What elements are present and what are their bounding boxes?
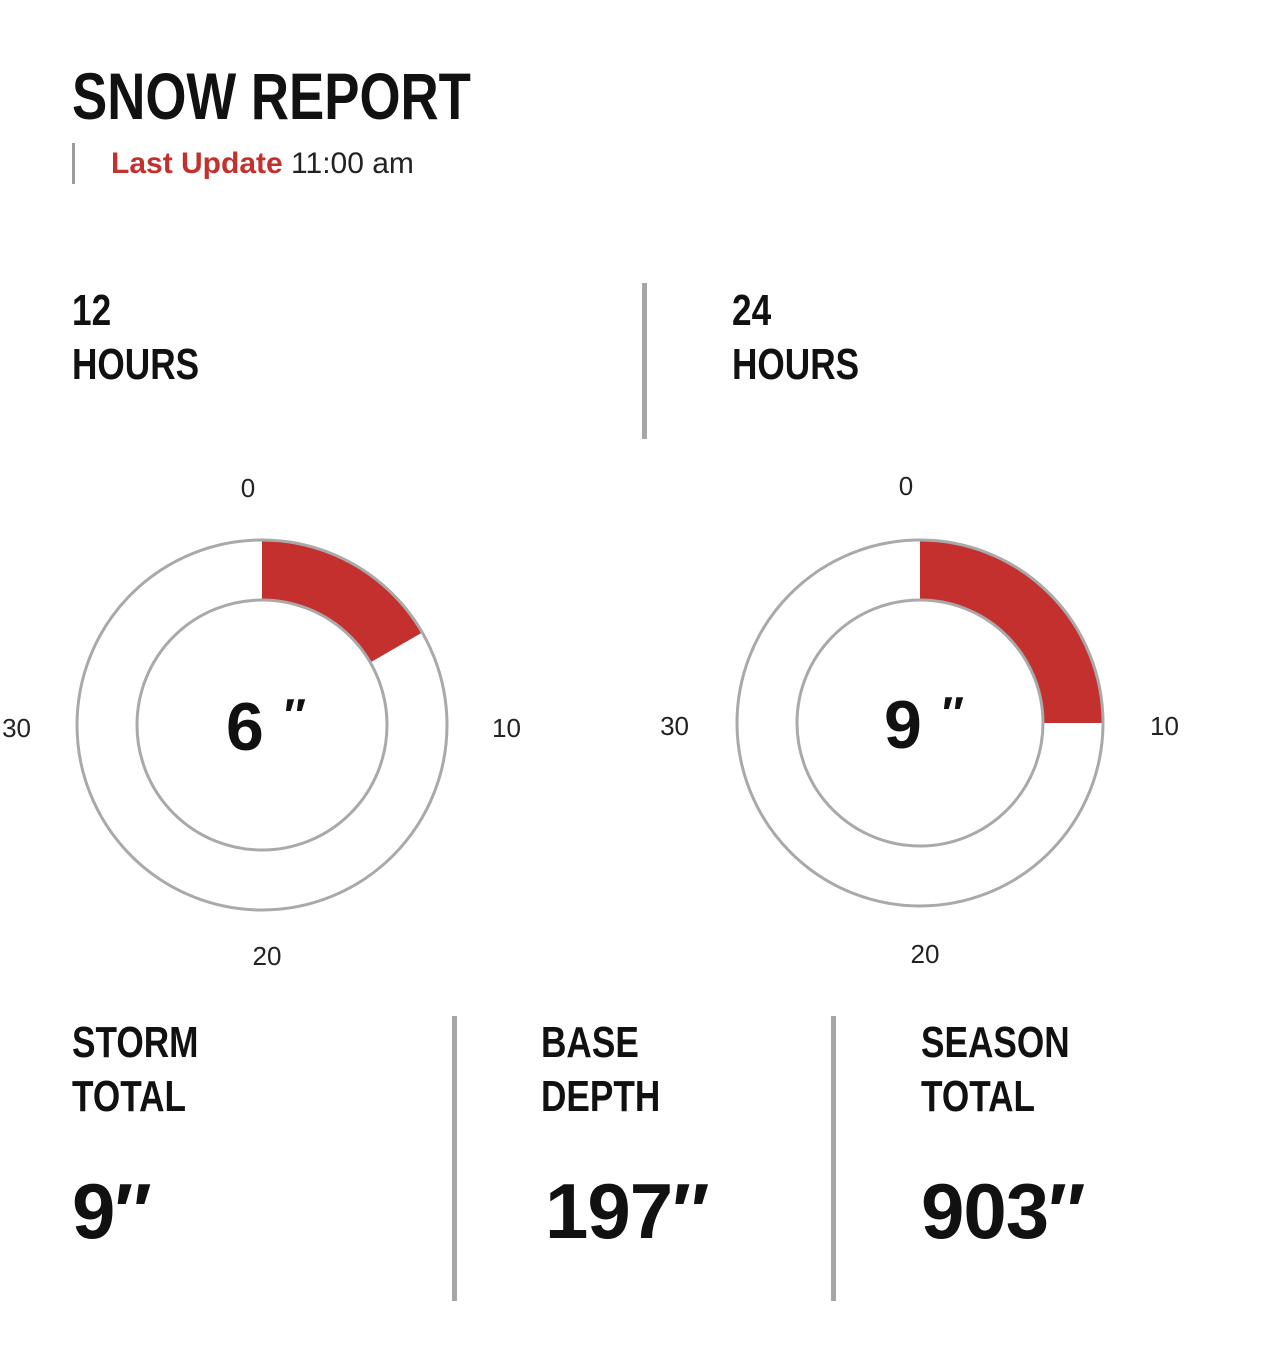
gauge-tick-label: 20 <box>911 939 940 969</box>
stat-divider <box>831 1016 836 1301</box>
stat-heading-line: TOTAL <box>921 1072 1036 1121</box>
stat-heading-line: STORM <box>72 1018 199 1067</box>
gauge-24-hours: 0 10 20 30 9 ″ <box>660 471 1179 969</box>
stat-heading-line: TOTAL <box>72 1072 187 1121</box>
gauge-tick-label: 30 <box>2 713 31 743</box>
stat-value-storm-total: 9″ <box>72 1167 152 1255</box>
last-update-label: Last Update <box>111 147 283 180</box>
stat-value-season-total: 903″ <box>921 1167 1086 1255</box>
stat-heading-storm-total: STORM TOTAL <box>72 1016 198 1124</box>
gauge-12-hours: 0 10 20 30 6 ″ <box>2 473 521 971</box>
gauge-fill-segment <box>262 540 423 663</box>
stat-heading-season-total: SEASON TOTAL <box>921 1016 1070 1124</box>
stat-heading-line: SEASON <box>921 1018 1070 1067</box>
gauge-tick-label: 20 <box>253 941 282 971</box>
gauge-tick-label: 0 <box>241 473 255 503</box>
period-number: 24 <box>732 286 772 335</box>
gauge-tick-label: 0 <box>899 471 913 501</box>
stat-heading-line: DEPTH <box>541 1072 661 1121</box>
gauge-outer-ring <box>735 538 1105 908</box>
period-heading-12h: 12 HOURS <box>72 284 199 392</box>
period-unit: HOURS <box>732 340 860 389</box>
period-unit: HOURS <box>72 340 200 389</box>
stat-divider <box>452 1016 457 1301</box>
period-number: 12 <box>72 286 112 335</box>
gauge-tick-label: 10 <box>492 713 521 743</box>
last-update: Last Update 11:00 am <box>111 145 414 183</box>
gauge-fill-segment <box>920 540 1103 723</box>
gauge-outer-ring <box>75 538 449 912</box>
period-heading-24h: 24 HOURS <box>732 284 859 392</box>
gauge-unit-mark: ″ <box>942 687 964 739</box>
gauge-value: 6 <box>226 689 264 765</box>
update-divider <box>72 143 75 184</box>
period-divider <box>642 283 647 439</box>
gauge-inner-ring <box>135 598 389 852</box>
gauge-tick-label: 10 <box>1150 711 1179 741</box>
stat-heading-base-depth: BASE DEPTH <box>541 1016 660 1124</box>
stat-value-base-depth: 197″ <box>545 1167 710 1255</box>
gauge-unit-mark: ″ <box>284 689 306 741</box>
gauge-inner-ring <box>795 598 1045 848</box>
last-update-time: 11:00 am <box>291 147 414 180</box>
stat-heading-line: BASE <box>541 1018 639 1067</box>
gauge-value: 9 <box>884 687 922 763</box>
page-title: SNOW REPORT <box>72 59 471 133</box>
gauge-tick-label: 30 <box>660 711 689 741</box>
